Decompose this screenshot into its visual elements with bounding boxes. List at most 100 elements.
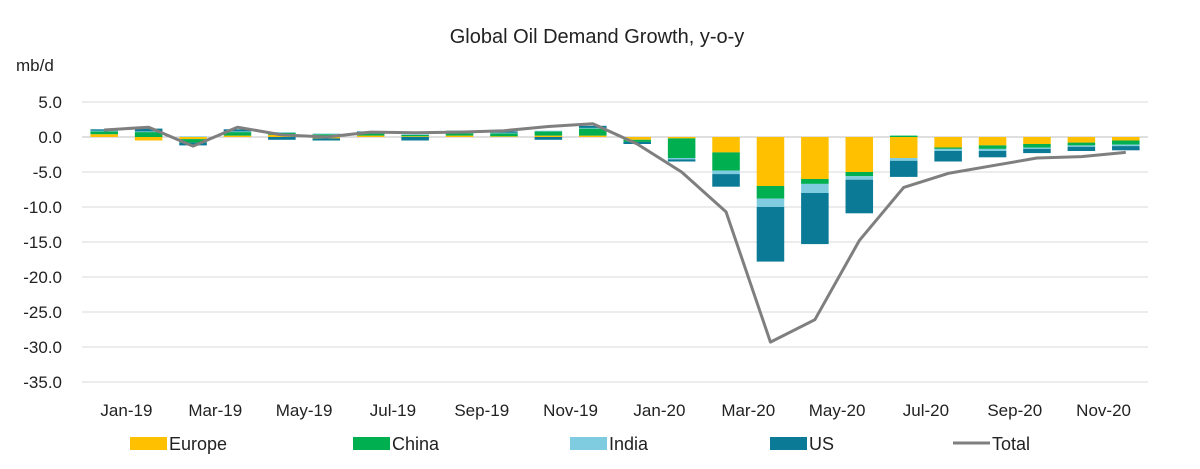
line-total [104, 122, 1126, 344]
bar-us [1067, 146, 1096, 151]
legend-label: Europe [169, 434, 227, 454]
legend-item-europe: Europe [130, 434, 227, 454]
bar-china [712, 152, 740, 171]
y-tick-label: -15.0 [23, 233, 62, 252]
bar-china [1067, 142, 1096, 146]
bar-china [667, 138, 696, 158]
bar-india [756, 198, 785, 207]
legend-label: Total [992, 434, 1030, 454]
bar-china [801, 179, 829, 184]
legend-item-china: China [353, 434, 440, 454]
bar-europe [801, 137, 829, 179]
bar-us [845, 179, 874, 214]
legend-swatch [570, 437, 607, 450]
bar-us [134, 128, 163, 132]
bar-us [889, 160, 918, 177]
bar-india [1112, 144, 1140, 147]
bar-us [401, 137, 429, 141]
bar-china [445, 133, 474, 136]
bar-china [90, 131, 118, 135]
bar-us [978, 151, 1007, 158]
bar-india [223, 131, 252, 133]
bar-europe [712, 137, 740, 153]
bar-europe [845, 137, 874, 172]
bar-us [268, 137, 296, 140]
bar-china [401, 134, 429, 137]
bar-europe [1067, 137, 1096, 143]
legend-item-total: Total [953, 434, 1030, 454]
legend-swatch [353, 437, 390, 450]
y-tick-label: -35.0 [23, 373, 62, 392]
bar-india [268, 132, 296, 133]
bar-us [1023, 148, 1051, 154]
bar-china [134, 132, 163, 137]
bar-india [845, 176, 874, 180]
x-tick-label: Nov-20 [1076, 401, 1131, 420]
x-tick-label: Jul-20 [903, 401, 949, 420]
bar-india [712, 170, 740, 175]
bar-india [667, 158, 696, 160]
bar-us [90, 129, 118, 131]
total-line-series [104, 122, 1126, 344]
x-tick-label: Jan-20 [633, 401, 685, 420]
gridlines [82, 101, 1148, 383]
bar-europe [490, 136, 518, 137]
y-tick-label: -20.0 [23, 268, 62, 287]
bar-india [90, 130, 118, 132]
bar-india [534, 130, 563, 132]
bar-europe [667, 137, 696, 139]
bar-europe [978, 137, 1007, 146]
bar-china [1112, 140, 1140, 145]
bar-china [579, 128, 607, 136]
legend-item-us: US [770, 434, 834, 454]
bar-us [756, 207, 785, 262]
x-tick-label: May-20 [809, 401, 866, 420]
bar-europe [579, 135, 607, 137]
bar-india [1067, 145, 1096, 147]
legend-item-india: India [570, 434, 649, 454]
bar-series [90, 125, 1140, 262]
x-tick-label: May-19 [276, 401, 333, 420]
x-tick-label: Sep-20 [987, 401, 1042, 420]
bar-china [356, 133, 385, 136]
bar-china [756, 186, 785, 199]
x-tick-label: Jul-19 [370, 401, 416, 420]
legend: Europe China India US Total [130, 434, 1030, 454]
y-axis-unit-label: mb/d [16, 56, 54, 75]
bar-europe [889, 137, 918, 158]
bar-india [1023, 147, 1051, 149]
bar-india [579, 127, 607, 129]
bar-china [623, 139, 651, 142]
bar-india [978, 148, 1007, 151]
bar-us [667, 159, 696, 162]
x-tick-label: Jan-19 [100, 401, 152, 420]
bar-india [312, 133, 341, 135]
bar-europe [1023, 137, 1051, 144]
bar-us [312, 138, 341, 141]
bar-europe [445, 135, 474, 137]
bar-india [401, 134, 429, 135]
y-tick-label: -5.0 [33, 163, 62, 182]
bar-us [223, 129, 252, 132]
bar-china [223, 132, 252, 136]
bar-europe [90, 134, 118, 137]
x-tick-label: Mar-20 [721, 401, 775, 420]
x-axis-tick-labels: Jan-19 Mar-19 May-19 Jul-19 Sep-19 Nov-19 Jan-… [100, 401, 1131, 420]
bar-europe [934, 137, 962, 148]
bar-us [1112, 146, 1140, 151]
bar-china [534, 131, 563, 136]
legend-swatch [770, 437, 807, 450]
y-tick-label: 5.0 [38, 93, 62, 112]
legend-label: India [609, 434, 649, 454]
bar-india [134, 131, 163, 133]
x-tick-label: Nov-19 [543, 401, 598, 420]
bar-china [1023, 144, 1051, 148]
y-tick-label: -10.0 [23, 198, 62, 217]
bar-europe [179, 137, 207, 140]
bar-china [179, 139, 207, 143]
bar-india [889, 158, 918, 161]
bar-india [801, 183, 829, 193]
bar-europe [756, 137, 785, 186]
